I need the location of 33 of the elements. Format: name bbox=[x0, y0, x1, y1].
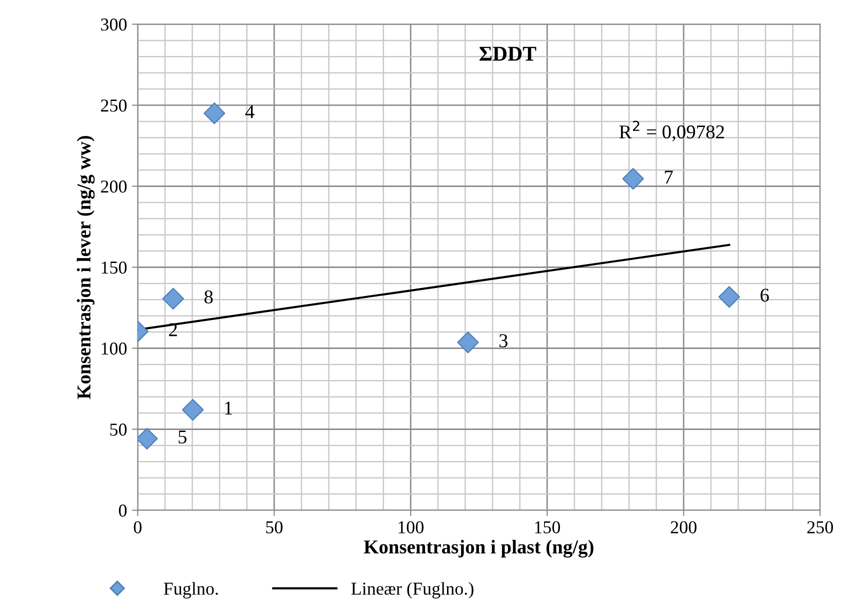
annotation: 3 bbox=[499, 334, 508, 348]
legend-label: Lineær (Fuglno.) bbox=[351, 582, 474, 598]
text: ΣDDT bbox=[480, 46, 536, 61]
legend-label: Fuglno. bbox=[164, 582, 218, 598]
y-tick-label: 300 bbox=[101, 18, 127, 31]
annotation: 7 bbox=[664, 170, 673, 184]
x-axis-title: Konsentrasjon i plast (ng/g) bbox=[364, 540, 594, 558]
point bbox=[457, 332, 479, 354]
y-tick-label: 0 bbox=[118, 504, 127, 517]
x-tick-label: 50 bbox=[266, 521, 283, 534]
annotation: 8 bbox=[204, 290, 213, 304]
x-tick-label: 250 bbox=[807, 521, 833, 534]
annotation: 5 bbox=[178, 430, 186, 444]
point bbox=[204, 102, 226, 124]
x-tick-label: 0 bbox=[134, 521, 142, 534]
point bbox=[622, 168, 644, 190]
annotation: 6 bbox=[760, 288, 769, 302]
y-tick-label: 200 bbox=[100, 180, 127, 193]
x-tick-label: 150 bbox=[535, 521, 560, 534]
point bbox=[182, 398, 204, 421]
point bbox=[162, 288, 184, 310]
y-tick-label: 250 bbox=[100, 100, 127, 112]
annotation: 4 bbox=[245, 105, 254, 118]
y-tick-label: 50 bbox=[110, 424, 127, 436]
y-tick-label: 150 bbox=[102, 262, 127, 274]
annotation: R$^{2}$ = 0,09782 bbox=[619, 120, 724, 142]
annotation: 1 bbox=[225, 402, 232, 414]
point bbox=[718, 286, 740, 308]
x-tick-label: 200 bbox=[670, 521, 696, 534]
x-tick-label: 100 bbox=[398, 521, 424, 534]
y-axis-title: Konsentrasjon i lever (ng/g ww) bbox=[76, 136, 95, 400]
y-tick-label: 100 bbox=[102, 342, 127, 355]
point bbox=[138, 428, 158, 450]
